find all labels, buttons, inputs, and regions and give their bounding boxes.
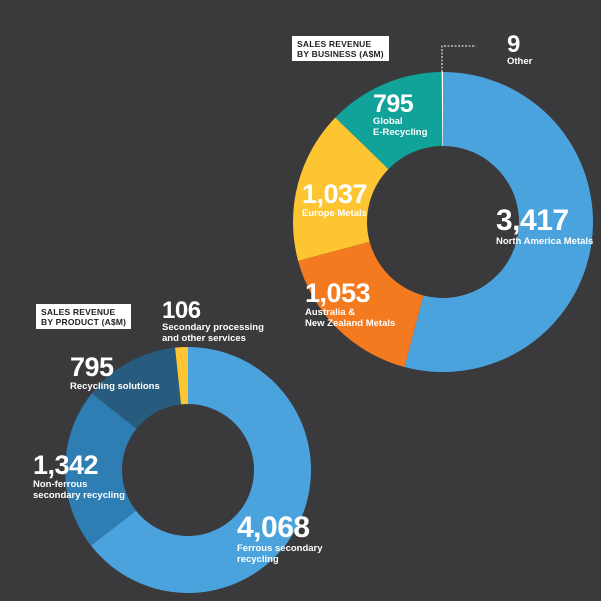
desc-nonferrous-line1: Non-ferrous (33, 479, 88, 490)
desc-recycling-solutions: Recycling solutions (70, 381, 160, 392)
value-europe-metals: 1,037 (302, 179, 368, 209)
other-leader-line (441, 45, 476, 72)
desc-europe-metals: Europe Metals (302, 208, 367, 219)
business-chart-title: SALES REVENUE BY BUSINESS (A$M) (292, 36, 389, 61)
value-recycling-solutions: 795 (70, 352, 114, 382)
label-non-ferrous: 1,342 Non-ferrous secondary recycling (33, 450, 125, 502)
label-north-america-metals: 3,417 North America Metals (496, 204, 594, 248)
desc-anz-line1: Australia & (305, 307, 356, 318)
slice-north-america-metals (404, 72, 593, 372)
desc-ger-line2: E-Recycling (373, 127, 428, 138)
slice-europe-metals (293, 117, 389, 261)
desc-nonferrous-line2: secondary recycling (33, 490, 125, 501)
label-recycling-solutions: 795 Recycling solutions (70, 352, 160, 393)
value-non-ferrous: 1,342 (33, 450, 99, 480)
value-secondary-processing: 106 (162, 297, 201, 324)
value-other: 9 (507, 31, 520, 58)
label-other: 9 Other (507, 31, 533, 68)
slice-non-ferrous-secondary-recycling (64, 393, 137, 546)
desc-ger-line1: Global (373, 116, 403, 127)
desc-ferrous-line1: Ferrous secondary (237, 543, 323, 554)
label-secondary-processing: 106 Secondary processing and other servi… (162, 297, 264, 345)
product-chart-title: SALES REVENUE BY PRODUCT (A$M) (36, 304, 132, 329)
desc-anz-line2: New Zealand Metals (305, 318, 396, 329)
slice-ferrous-secondary-recycling (91, 347, 311, 593)
value-global-e-recycling: 795 (373, 90, 414, 118)
desc-north-america-metals: North America Metals (496, 236, 594, 247)
desc-ferrous-line2: recycling (237, 554, 279, 565)
label-global-e-recycling: 795 Global E-Recycling (373, 90, 428, 139)
donut-chart-product (64, 347, 311, 593)
slice-recycling-solutions (91, 347, 182, 429)
desc-sp-line2: and other services (162, 333, 246, 344)
label-europe-metals: 1,037 Europe Metals (302, 179, 368, 220)
slice-australia-new-zealand-metals (298, 241, 424, 367)
value-north-america-metals: 3,417 (496, 204, 569, 237)
product-title-line2: BY PRODUCT (A$M) (41, 317, 127, 327)
label-ferrous: 4,068 Ferrous secondary recycling (237, 511, 323, 566)
desc-sp-line1: Secondary processing (162, 322, 264, 333)
slice-secondary-processing-and-other-services (175, 347, 188, 405)
value-anz-metals: 1,053 (305, 278, 371, 308)
label-anz-metals: 1,053 Australia & New Zealand Metals (305, 278, 396, 330)
business-title-line2: BY BUSINESS (A$M) (297, 49, 384, 59)
value-ferrous: 4,068 (237, 511, 310, 544)
product-title-line1: SALES REVENUE (41, 307, 116, 317)
business-title-line1: SALES REVENUE (297, 39, 372, 49)
donut-chart-business (293, 72, 593, 372)
desc-other: Other (507, 56, 533, 67)
slice-other (441, 72, 443, 147)
slice-global-e-recycling (335, 72, 443, 170)
